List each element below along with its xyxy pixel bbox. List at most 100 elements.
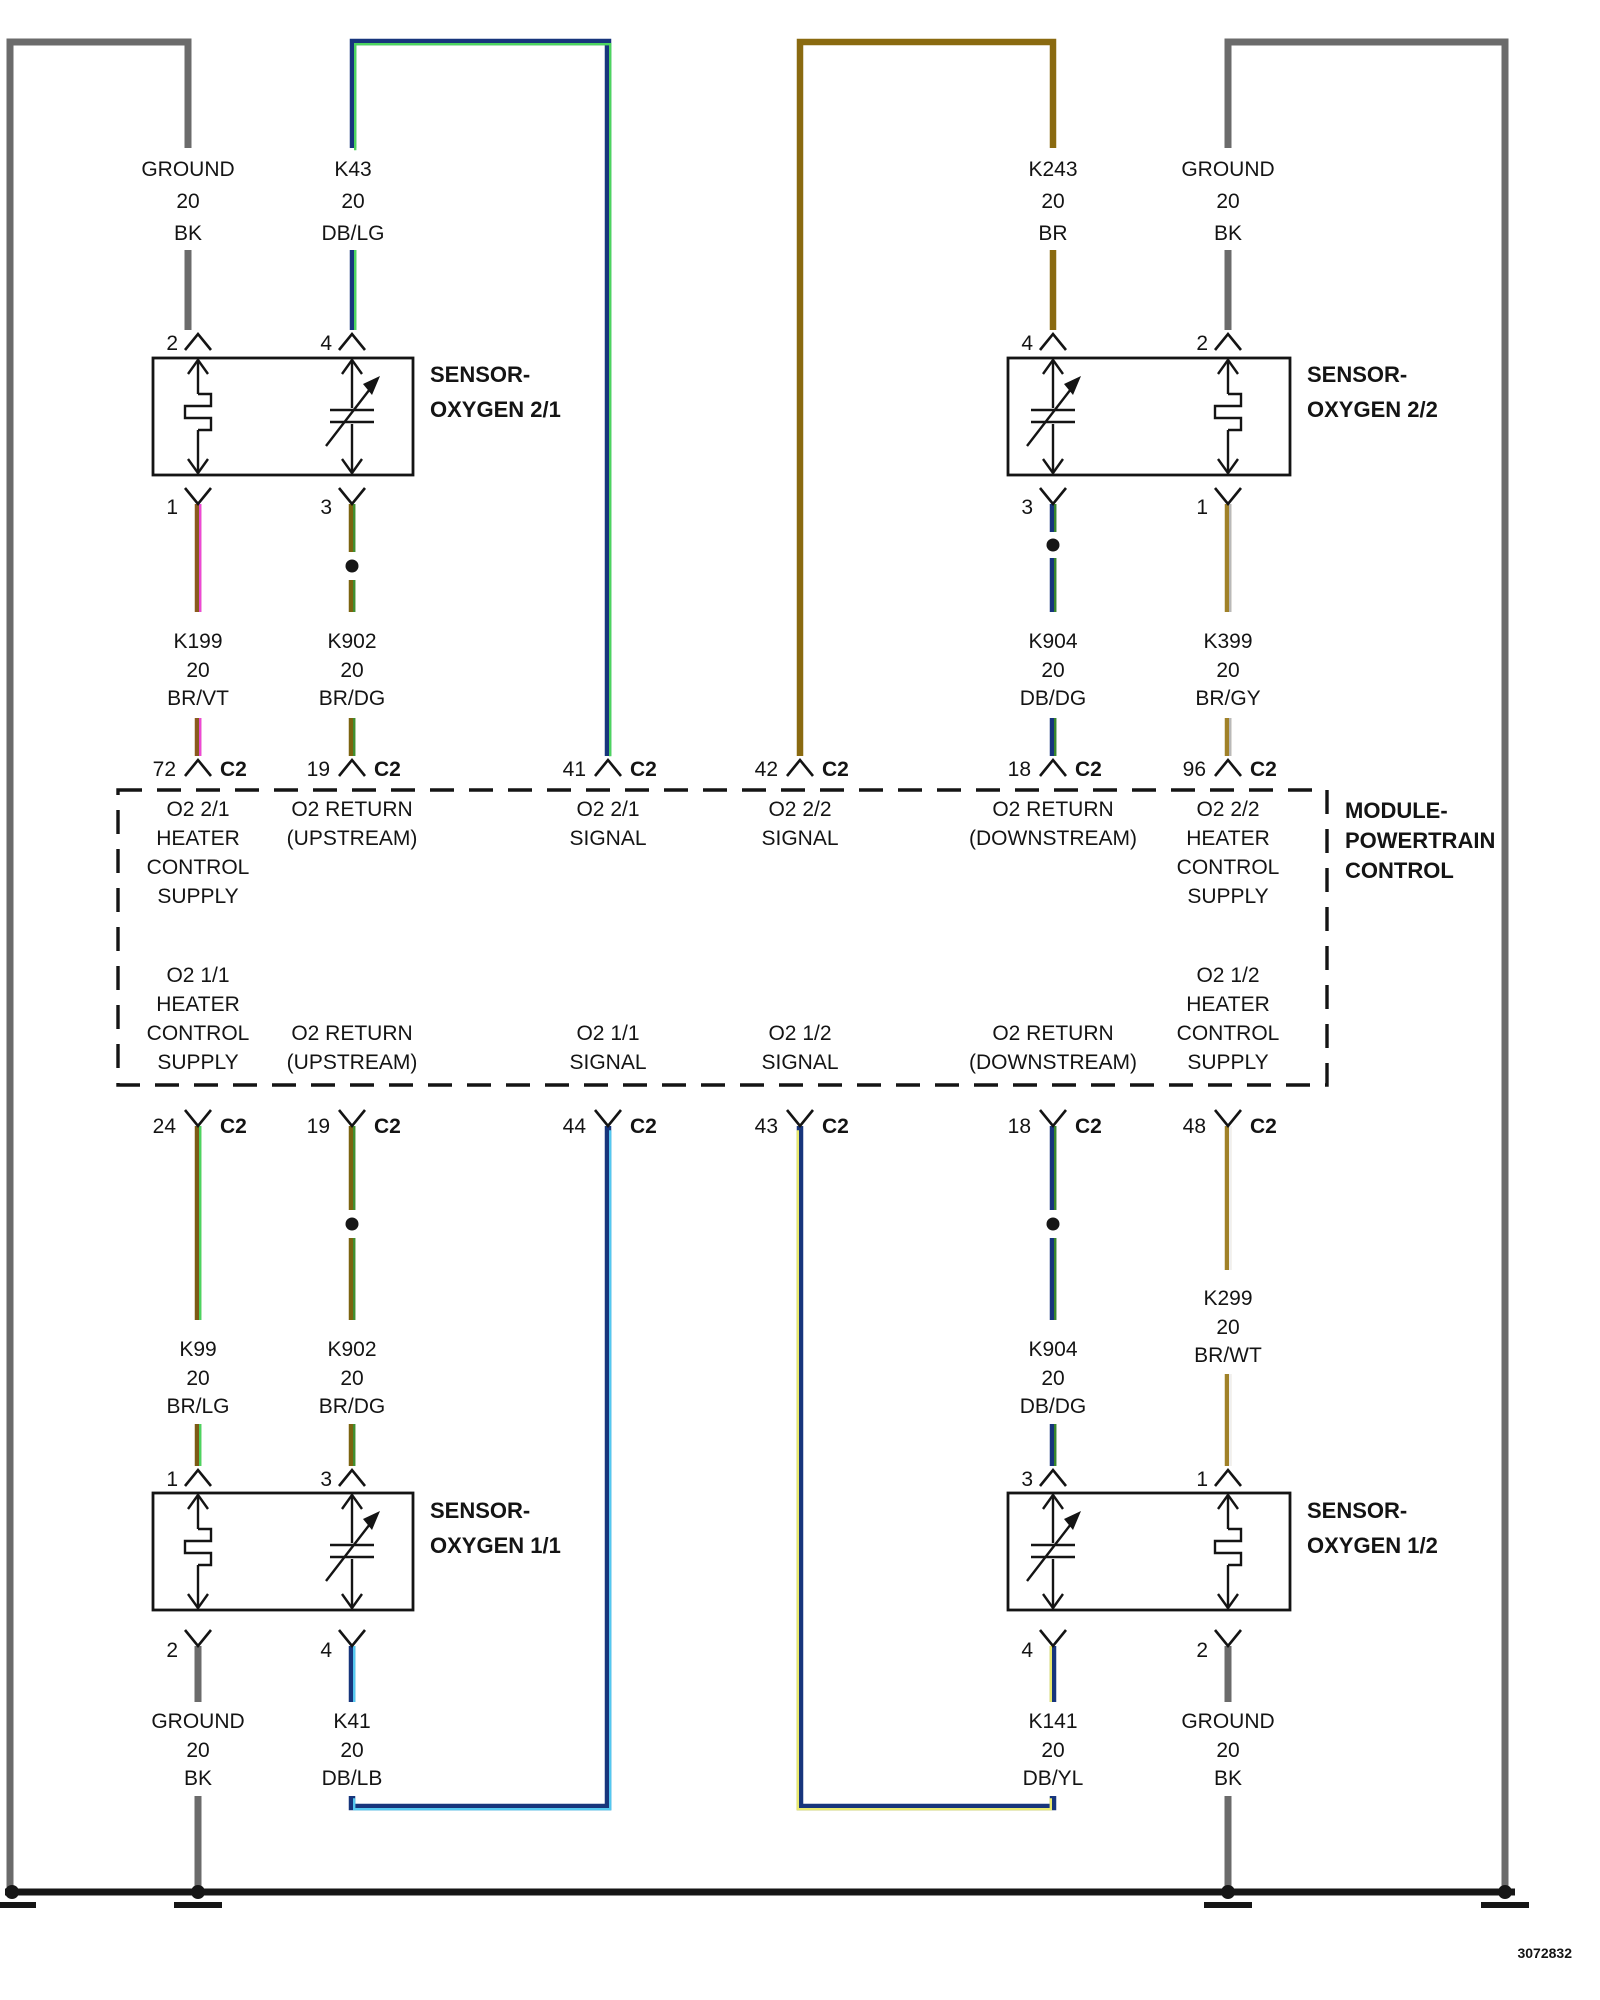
connector-id: C2 [630,1115,657,1138]
wire-label-k299: K299 20 BR/WT [1194,1287,1262,1367]
component-sensor-oxygen-1-1: SENSOR- OXYGEN 1/1 1 3 2 4 [151,1468,561,1662]
pin-function: O2 2/2 [1196,798,1259,821]
splice-dot [345,559,359,573]
wire-k99 [194,1126,202,1466]
wire-k399 [1224,504,1232,756]
svg-text:K199: K199 [173,630,222,653]
svg-text:DB/DG: DB/DG [1020,687,1087,710]
wire-label-k141: K141 20 DB/YL [1023,1710,1084,1790]
pin-function: SUPPLY [1187,1051,1268,1074]
svg-text:DB/DG: DB/DG [1020,1395,1087,1418]
pin-function: O2 1/1 [166,964,229,987]
splice-dot [1046,1217,1060,1231]
component-label: CONTROL [1345,858,1454,883]
component-label: SENSOR- [1307,1498,1407,1523]
pin-function: CONTROL [1177,1022,1280,1045]
connector-id: C2 [374,1115,401,1138]
svg-text:20: 20 [1216,1316,1239,1339]
component-label: OXYGEN 2/1 [430,397,561,422]
svg-text:20: 20 [341,190,364,213]
pcm-pin-41: 41 C2 O2 2/1 SIGNAL [563,758,657,850]
svg-text:K902: K902 [327,1338,376,1361]
svg-text:20: 20 [340,1367,363,1390]
svg-text:BR/LG: BR/LG [166,1395,229,1418]
pin-number: 24 [153,1115,177,1138]
pcm-pin-72: 72 C2 O2 2/1 HEATER CONTROL SUPPLY [147,758,250,908]
svg-text:K41: K41 [333,1710,370,1733]
pin-number: 19 [307,1115,330,1138]
connector-id: C2 [1250,1115,1277,1138]
svg-text:K43: K43 [334,158,371,181]
wire-k904-downstream-top [1046,504,1060,756]
pin-function: CONTROL [1177,856,1280,879]
svg-text:20: 20 [186,1367,209,1390]
pcm-pin-18-bottom: 18 C2 O2 RETURN (DOWNSTREAM) [969,1022,1137,1138]
svg-text:GROUND: GROUND [141,158,234,181]
pcm-pin-48: 48 C2 O2 1/2 HEATER CONTROL SUPPLY [1177,964,1280,1138]
pcm-pin-44: 44 C2 O2 1/1 SIGNAL [563,1022,657,1138]
wire-label-k243: K243 20 BR [1028,158,1077,245]
svg-text:20: 20 [340,1739,363,1762]
splice-dot [1046,538,1060,552]
svg-text:BR/VT: BR/VT [167,687,229,710]
svg-text:GROUND: GROUND [1181,158,1274,181]
wire-ground-right-bus [1224,38,1509,1892]
pin-function: O2 RETURN [992,1022,1113,1045]
svg-text:BK: BK [184,1767,212,1790]
pin-number: 2 [166,1639,178,1662]
wire-label-k904-top: K904 20 DB/DG [1020,630,1087,710]
svg-text:GROUND: GROUND [151,1710,244,1733]
connector-id: C2 [1075,1115,1102,1138]
diagram-number: 3072832 [1517,1945,1572,1961]
wire-label-ground-bl: GROUND 20 BK [151,1710,244,1790]
component-sensor-oxygen-2-1: SENSOR- OXYGEN 2/1 2 4 1 3 [151,332,561,519]
pin-function: O2 2/1 [576,798,639,821]
pin-number: 2 [1196,332,1208,355]
pin-number: 1 [1196,1468,1208,1491]
pcm-pin-19-bottom: 19 C2 O2 RETURN (UPSTREAM) [287,1022,418,1138]
pcm-pin-43: 43 C2 O2 1/2 SIGNAL [755,1022,849,1138]
component-label: SENSOR- [1307,362,1407,387]
pcm-pin-42: 42 C2 O2 2/2 SIGNAL [755,758,849,850]
pin-function: (DOWNSTREAM) [969,827,1137,850]
svg-text:K243: K243 [1028,158,1077,181]
pin-function: O2 1/2 [768,1022,831,1045]
wire-label-k199: K199 20 BR/VT [167,630,229,710]
svg-text:K299: K299 [1203,1287,1252,1310]
connector-id: C2 [1075,758,1102,781]
svg-text:20: 20 [1041,190,1064,213]
pin-function: (UPSTREAM) [287,827,418,850]
wire-label-ground-tl: GROUND 20 BK [141,158,234,245]
svg-text:20: 20 [340,659,363,682]
pin-function: HEATER [156,993,240,1016]
svg-text:20: 20 [1041,1367,1064,1390]
pin-number: 1 [166,496,178,519]
wire-label-k43: K43 20 DB/LG [321,158,384,245]
pin-function: (UPSTREAM) [287,1051,418,1074]
pin-function: O2 1/1 [576,1022,639,1045]
pin-number: 18 [1008,758,1031,781]
pcm-pin-96: 96 C2 O2 2/2 HEATER CONTROL SUPPLY [1177,758,1280,908]
wire-k902-upstream [345,504,359,756]
pin-function: SIGNAL [761,1051,838,1074]
pin-number: 1 [1196,496,1208,519]
pin-function: SIGNAL [569,1051,646,1074]
svg-text:BR/DG: BR/DG [319,1395,386,1418]
wire-label-ground-br: GROUND 20 BK [1181,1710,1274,1790]
component-module-powertrain-control: MODULE- POWERTRAIN CONTROL 72 C2 O2 2/1 … [116,758,1495,1138]
connector-id: C2 [822,758,849,781]
pin-number: 1 [166,1468,178,1491]
wire-label-k902-top: K902 20 BR/DG [319,630,386,710]
pin-number: 3 [1021,1468,1033,1491]
wire-label-k904-bottom: K904 20 DB/DG [1020,1338,1087,1418]
pin-number: 4 [320,332,332,355]
pin-number: 2 [166,332,178,355]
pcm-pin-19-top: 19 C2 O2 RETURN (UPSTREAM) [287,758,418,850]
pin-number: 72 [153,758,176,781]
connector-id: C2 [220,1115,247,1138]
pin-number: 18 [1008,1115,1031,1138]
pin-function: SUPPLY [157,1051,238,1074]
wire-k902-upstream-bottom [345,1126,359,1466]
